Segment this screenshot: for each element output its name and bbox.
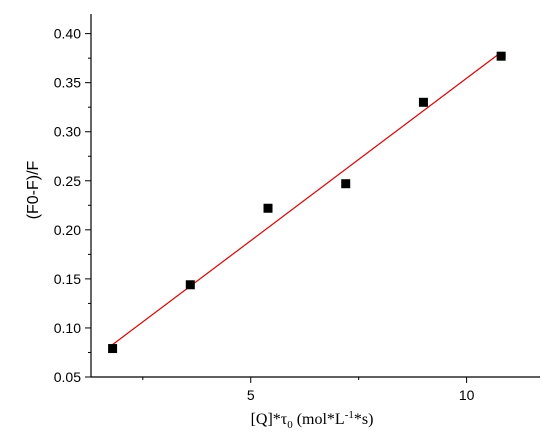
y-tick-label: 0.10 <box>54 320 81 336</box>
y-tick-label: 0.40 <box>54 26 81 42</box>
y-tick-label: 0.25 <box>54 173 81 189</box>
y-tick-label: 0.35 <box>54 75 81 91</box>
data-point <box>263 203 273 213</box>
y-axis-label: (F0-F)/F <box>25 160 42 219</box>
data-point <box>185 280 195 290</box>
fit-line-layer <box>112 51 502 346</box>
fit-line <box>112 51 502 346</box>
x-tick-label: 10 <box>459 387 475 403</box>
y-tick-label: 0.30 <box>54 124 81 140</box>
y-tick-label: 0.20 <box>54 222 81 238</box>
y-tick-label: 0.05 <box>54 369 81 385</box>
data-point <box>496 51 506 61</box>
points-layer <box>108 51 506 354</box>
x-axis-label: [Q]*τ0 (mol*L-1*s) <box>251 409 374 431</box>
data-point <box>108 344 118 354</box>
data-point <box>418 97 428 107</box>
y-tick-label: 0.15 <box>54 271 81 287</box>
x-tick-label: 5 <box>247 387 255 403</box>
data-point <box>341 179 351 189</box>
axes-layer: 0.05 0.10 0.15 0.20 0.25 0.30 0.35 0.40 5 10 <box>54 14 540 403</box>
